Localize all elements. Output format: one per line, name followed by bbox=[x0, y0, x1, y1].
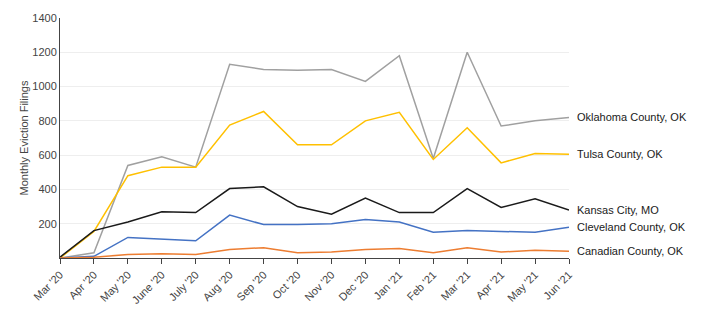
svg-text:Kansas City, MO: Kansas City, MO bbox=[577, 204, 659, 216]
svg-text:June '20: June '20 bbox=[129, 269, 167, 307]
svg-text:400: 400 bbox=[38, 183, 56, 195]
svg-text:Oklahoma County, OK: Oklahoma County, OK bbox=[577, 111, 687, 123]
svg-text:Feb '21: Feb '21 bbox=[404, 269, 438, 303]
svg-text:Jan '21: Jan '21 bbox=[371, 269, 404, 302]
svg-text:200: 200 bbox=[38, 218, 56, 230]
svg-text:Cleveland County, OK: Cleveland County, OK bbox=[577, 221, 686, 233]
svg-text:July '20: July '20 bbox=[166, 269, 201, 304]
svg-text:Tulsa County, OK: Tulsa County, OK bbox=[577, 148, 663, 160]
svg-text:1400: 1400 bbox=[32, 12, 56, 24]
svg-text:Oct '20: Oct '20 bbox=[270, 269, 303, 302]
svg-text:1200: 1200 bbox=[32, 46, 56, 58]
svg-text:Canadian County, OK: Canadian County, OK bbox=[577, 245, 684, 257]
svg-text:May '21: May '21 bbox=[505, 269, 540, 304]
svg-text:May '20: May '20 bbox=[98, 269, 133, 304]
svg-text:Sep '20: Sep '20 bbox=[234, 269, 269, 304]
svg-text:Mar '21: Mar '21 bbox=[438, 269, 472, 303]
svg-text:800: 800 bbox=[38, 115, 56, 127]
svg-text:Monthly Eviction Filings: Monthly Eviction Filings bbox=[18, 80, 30, 195]
svg-text:Dec '20: Dec '20 bbox=[336, 269, 371, 304]
svg-text:Mar '20: Mar '20 bbox=[31, 269, 65, 303]
svg-text:600: 600 bbox=[38, 149, 56, 161]
svg-text:Aug '20: Aug '20 bbox=[200, 269, 235, 304]
svg-text:Nov '20: Nov '20 bbox=[302, 269, 337, 304]
svg-text:Apr '20: Apr '20 bbox=[66, 269, 99, 302]
svg-text:1000: 1000 bbox=[32, 80, 56, 92]
svg-text:Jun '21: Jun '21 bbox=[541, 269, 574, 302]
svg-text:Apr '21: Apr '21 bbox=[474, 269, 507, 302]
